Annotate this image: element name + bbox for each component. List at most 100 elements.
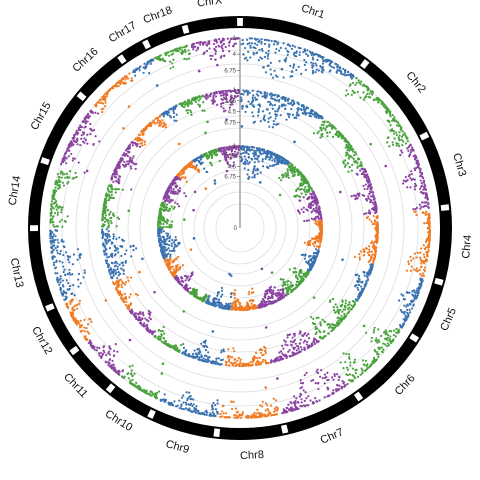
data-point [292,340,296,343]
data-point [84,118,87,121]
data-point [133,372,136,375]
data-point [358,253,361,256]
chromosome-band-gap [280,424,289,434]
data-point [246,149,249,152]
data-point [293,102,296,105]
data-point [245,415,248,418]
data-point [51,221,54,224]
data-point [123,253,127,256]
data-point [108,358,112,361]
data-point [220,351,223,354]
data-point [55,260,58,264]
data-point [340,71,343,74]
data-point [64,273,67,277]
data-point [337,311,340,314]
data-point [399,154,402,157]
data-point [243,90,246,93]
data-point [320,70,323,73]
data-point [212,97,215,100]
data-point [251,360,254,363]
data-point [267,412,270,415]
data-point [211,54,214,58]
data-point [127,163,130,166]
data-point [428,231,432,234]
data-point [264,150,267,154]
data-point [413,155,416,158]
data-point [131,374,134,378]
data-point [291,113,295,116]
data-point [182,105,185,108]
data-point [271,76,275,79]
data-point [114,191,117,194]
data-point [412,289,416,292]
data-point [82,119,85,123]
data-point [129,302,133,305]
data-point [281,357,284,360]
data-point [203,95,207,98]
chromosome-label: ChrX [196,0,223,10]
data-point [172,109,175,113]
data-point [130,77,133,80]
chromosome-band-gap [237,18,243,27]
chromosome-band-gap [30,225,39,232]
data-point [235,411,238,414]
data-point [428,237,431,240]
data-point [163,398,166,401]
data-point [311,66,314,69]
data-point [185,391,188,394]
data-point [62,265,65,268]
data-point [113,249,117,252]
data-point [332,306,335,309]
data-point [112,213,115,216]
data-point [204,41,207,44]
data-point [428,216,431,219]
data-point [127,279,130,282]
data-point [189,395,192,398]
data-point [86,142,89,145]
data-point [406,291,409,295]
data-point [60,293,64,296]
data-point [49,218,52,221]
data-point [100,356,103,359]
data-point [222,404,225,407]
data-point [394,119,398,122]
data-point [115,237,118,241]
data-point [208,414,211,417]
data-point [109,272,112,276]
data-point [423,186,426,189]
data-point [130,369,133,372]
data-point [261,95,264,98]
data-point [163,121,166,124]
data-point [218,45,221,48]
data-point [79,325,83,328]
data-point [417,289,420,293]
data-point [253,174,256,178]
data-point [362,270,365,274]
data-point [108,213,111,216]
data-point [367,197,370,200]
data-point [293,140,296,144]
data-point [127,105,131,108]
data-point [247,100,250,103]
data-point [212,413,215,417]
data-point [59,281,62,284]
data-point [106,236,109,239]
data-point [51,194,54,197]
data-point [362,83,365,86]
data-point [389,335,392,338]
data-point [330,323,334,326]
data-point [205,49,209,52]
data-point [175,119,178,122]
data-point [376,221,379,224]
data-point [423,204,426,208]
data-point [61,173,64,176]
data-point [243,167,246,170]
data-point [122,239,125,242]
data-point [192,48,195,51]
data-point [185,403,188,406]
data-point [77,128,81,131]
data-point [274,155,278,159]
data-point [303,347,306,351]
data-point [353,154,356,157]
data-point [192,398,195,401]
